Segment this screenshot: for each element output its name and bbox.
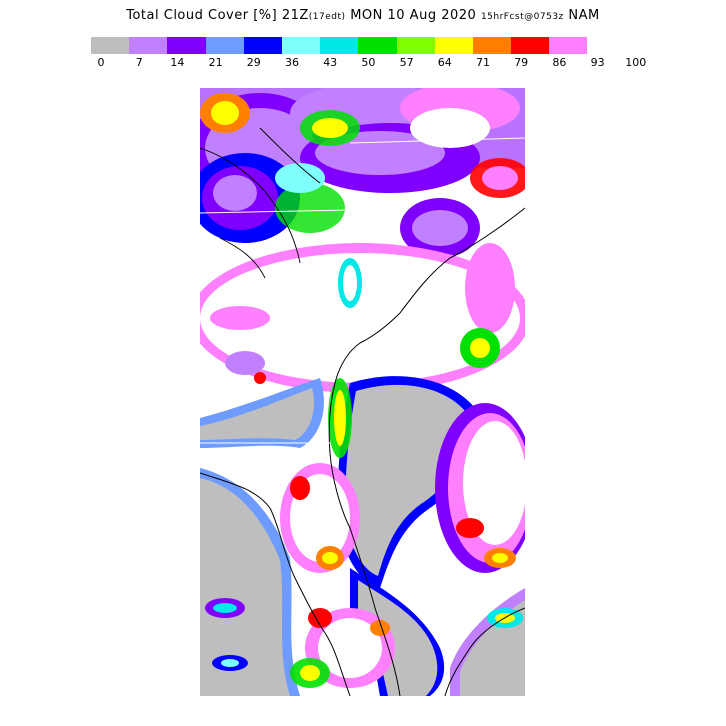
legend-swatch [472,37,512,54]
legend-swatch [167,37,206,54]
legend-swatch [243,37,282,54]
title-edt: (17edt) [308,12,346,22]
legend-swatch [320,37,359,54]
legend-tick-label: 93 [590,56,605,69]
legend-tick-label: 57 [399,56,414,69]
boundaries [200,127,525,696]
title-model: NAM [568,8,600,23]
legend-tick-label: 79 [514,56,529,69]
coastline [328,207,525,696]
northern-boundaries [200,127,321,279]
legend-tick-label: 100 [625,56,647,69]
central-overcast-band [200,243,525,393]
state-line-1 [200,137,525,444]
northern-cloud-field [200,88,525,258]
title-fcst: 15hrFcst@0753z [480,12,564,22]
clear-sky-regions [200,376,525,696]
legend-tick-label: 21 [208,56,223,69]
southeast-coast [444,607,525,696]
legend-swatch [511,37,550,54]
legend-tick-label: 14 [170,56,185,69]
legend-swatch [129,37,168,54]
legend-swatch [91,37,130,54]
title-date: MON 10 Aug 2020 [350,8,477,23]
legend-tick-label: 50 [361,56,376,69]
coastal-cloud-streaks [280,378,395,688]
legend-swatch [549,37,588,54]
title-main: Total Cloud Cover [%] 21Z [126,8,309,23]
cloud-cover-map [200,88,525,696]
legend-tick-label: 36 [285,56,299,69]
legend-tick-label: 43 [323,56,338,69]
legend-swatch [434,37,473,54]
legend-swatch [281,37,321,54]
gulf-coastline [200,472,351,696]
legend-tick-label: 86 [552,56,567,69]
legend-tick-label: 29 [246,56,261,69]
color-legend [91,37,588,54]
legend-swatch [396,37,435,54]
legend-swatch [205,37,244,54]
legend-tick-label: 7 [135,56,143,69]
chart-title: Total Cloud Cover [%] 21Z(17edt) MON 10 … [0,8,726,23]
scattered-cells [205,351,266,671]
legend-tick-label: 71 [476,56,490,69]
legend-swatch [358,37,397,54]
legend-tick-label: 0 [97,56,105,69]
legend-tick-label: 64 [437,56,452,69]
